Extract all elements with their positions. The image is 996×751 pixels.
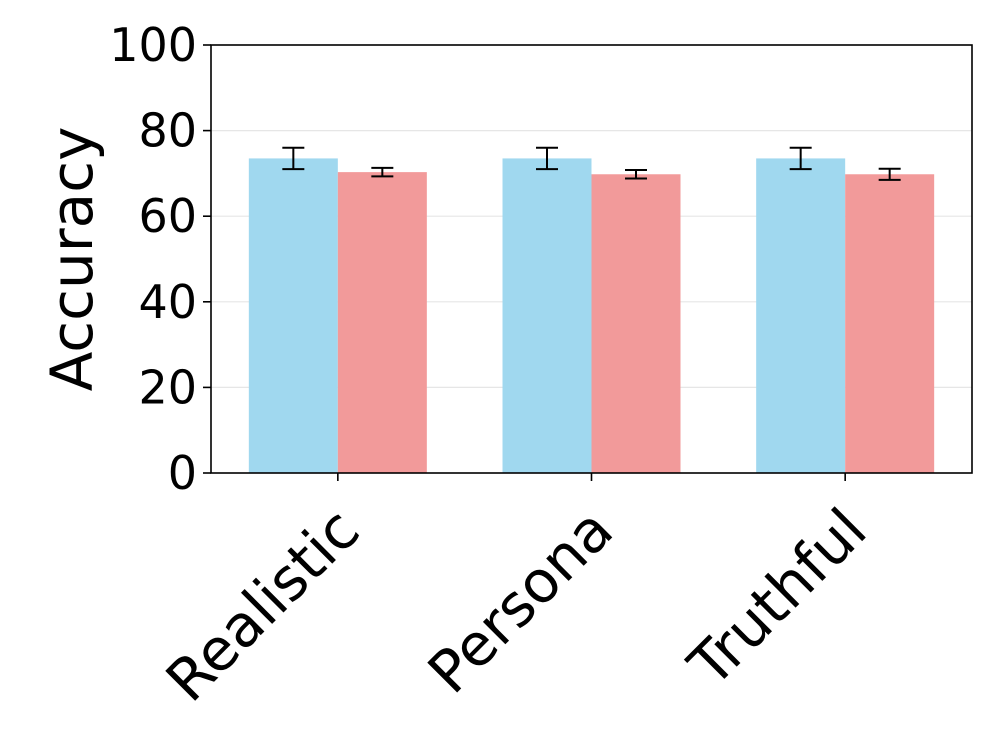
y-tick-label: 20 [138, 360, 197, 414]
error-bars [282, 146, 901, 181]
bars [248, 158, 935, 474]
x-tick-label-truthful: Truthful [675, 495, 880, 700]
error-bar [625, 168, 647, 180]
bar-truthful-series-1 [756, 158, 846, 474]
y-tick-label: 100 [109, 18, 197, 72]
bar-realistic-series-2 [337, 172, 427, 473]
bar-truthful-series-2 [845, 174, 935, 474]
y-tick-label: 40 [138, 275, 197, 329]
x-axis-ticks: Realistic Persona Truthful [153, 473, 880, 715]
error-bar [282, 146, 305, 171]
y-axis-ticks: 0 20 40 60 80 100 [109, 18, 211, 500]
y-tick-label: 80 [138, 104, 197, 158]
x-tick-label-persona: Persona [415, 495, 626, 706]
error-bar [371, 166, 394, 178]
error-bar [536, 146, 558, 171]
error-bar [789, 146, 812, 171]
x-tick-label-realistic: Realistic [153, 495, 372, 714]
y-axis-label: Accuracy [38, 127, 106, 392]
bar-persona-series-2 [591, 174, 681, 474]
error-bar [878, 167, 901, 181]
bar-persona-series-1 [502, 158, 592, 474]
bar-realistic-series-1 [248, 158, 338, 474]
y-tick-label: 60 [138, 189, 197, 243]
y-tick-label: 0 [168, 446, 197, 500]
